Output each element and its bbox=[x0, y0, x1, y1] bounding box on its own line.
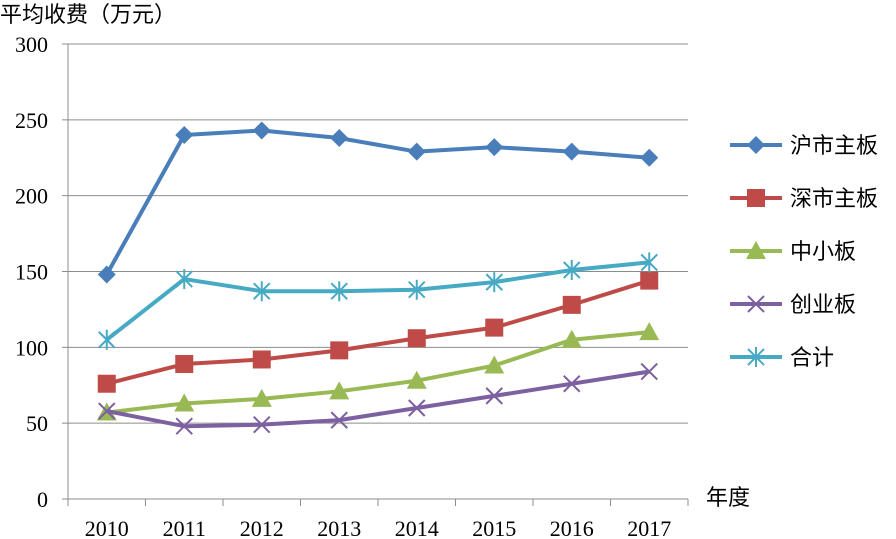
data-point bbox=[639, 322, 660, 341]
data-point bbox=[175, 355, 194, 374]
series-4 bbox=[98, 252, 658, 350]
data-point bbox=[98, 402, 116, 420]
legend-marker bbox=[747, 189, 765, 207]
y-tick-label: 0 bbox=[37, 487, 48, 512]
legend-marker bbox=[747, 136, 765, 154]
x-tick-label: 2016 bbox=[550, 516, 594, 539]
legend-label: 合计 bbox=[790, 346, 834, 371]
x-tick-label: 2014 bbox=[395, 516, 439, 539]
data-point bbox=[330, 411, 348, 429]
legend-marker bbox=[747, 295, 765, 313]
data-point bbox=[563, 259, 581, 280]
data-point bbox=[97, 265, 116, 284]
data-point bbox=[97, 374, 116, 393]
data-point bbox=[406, 370, 427, 389]
data-point bbox=[253, 281, 271, 302]
x-tick-label: 2017 bbox=[627, 516, 671, 539]
x-tick-label: 2013 bbox=[317, 516, 361, 539]
data-point bbox=[330, 341, 349, 360]
legend-label: 深市主板 bbox=[790, 187, 878, 212]
data-point bbox=[562, 142, 581, 161]
data-point bbox=[485, 138, 504, 157]
data-point bbox=[329, 381, 350, 400]
legend-item: 创业板 bbox=[730, 293, 856, 318]
data-point bbox=[408, 279, 426, 300]
data-point bbox=[174, 393, 195, 412]
data-point bbox=[330, 129, 349, 148]
gridlines bbox=[68, 43, 688, 424]
data-point bbox=[562, 295, 581, 314]
x-tick-label: 2010 bbox=[85, 516, 129, 539]
data-point bbox=[408, 399, 426, 417]
series-line bbox=[105, 260, 650, 342]
data-point bbox=[484, 355, 505, 374]
y-tick-label: 200 bbox=[15, 184, 48, 209]
data-point bbox=[175, 126, 194, 144]
y-tick-label: 250 bbox=[15, 108, 48, 133]
axes: 0 50 100 150 200 250 300 2010 2011 2012 2013 2014 20… bbox=[15, 32, 689, 539]
data-point bbox=[640, 271, 659, 290]
y-tick-label: 300 bbox=[15, 32, 48, 57]
legend-label: 中小板 bbox=[790, 240, 856, 265]
data-point bbox=[563, 375, 581, 393]
y-tick-label: 100 bbox=[15, 335, 48, 360]
series-3 bbox=[98, 362, 658, 435]
series-line bbox=[106, 369, 650, 429]
legend-marker bbox=[747, 347, 765, 367]
legend-item: 沪市主板 bbox=[730, 134, 878, 159]
x-tick-label: 2011 bbox=[163, 516, 206, 539]
data-point bbox=[561, 329, 582, 348]
y-tick-label: 50 bbox=[26, 411, 48, 436]
data-point bbox=[175, 417, 193, 435]
legend-item: 中小板 bbox=[730, 240, 856, 265]
data-point bbox=[640, 252, 658, 273]
data-point bbox=[485, 318, 504, 337]
series-line bbox=[106, 278, 650, 386]
series-line bbox=[105, 128, 650, 276]
data-point bbox=[252, 121, 271, 140]
data-point bbox=[330, 281, 348, 302]
data-point bbox=[407, 142, 426, 161]
legend-marker bbox=[746, 241, 766, 259]
data-point bbox=[407, 329, 426, 348]
legend-item: 合计 bbox=[730, 346, 834, 371]
series-1 bbox=[97, 271, 659, 393]
x-tick-label: 2015 bbox=[472, 516, 516, 539]
x-axis-title: 年度 bbox=[706, 486, 750, 511]
data-point bbox=[640, 148, 659, 167]
series-lines bbox=[96, 121, 660, 435]
data-point bbox=[251, 388, 272, 407]
data-point bbox=[175, 269, 193, 290]
data-point bbox=[98, 329, 116, 350]
data-point bbox=[485, 272, 503, 293]
data-point bbox=[640, 362, 658, 381]
data-point bbox=[252, 350, 271, 369]
y-axis-title: 平均收费（万元） bbox=[0, 3, 176, 28]
y-tick-label: 150 bbox=[15, 260, 48, 285]
series-line bbox=[106, 330, 650, 415]
x-tick-label: 2012 bbox=[240, 516, 284, 539]
legend-label: 沪市主板 bbox=[790, 134, 878, 159]
series-0 bbox=[97, 121, 659, 284]
data-point bbox=[253, 415, 271, 434]
legend-item: 深市主板 bbox=[730, 187, 878, 212]
legend-label: 创业板 bbox=[790, 293, 856, 318]
data-point bbox=[485, 387, 503, 405]
